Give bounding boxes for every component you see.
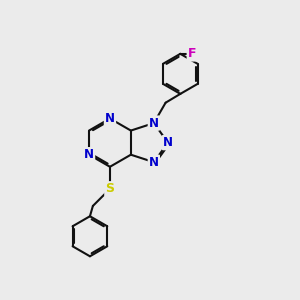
- Text: S: S: [106, 182, 115, 195]
- Text: N: N: [84, 148, 94, 161]
- Text: N: N: [163, 136, 173, 149]
- Text: N: N: [105, 112, 115, 125]
- Text: N: N: [149, 117, 159, 130]
- Text: N: N: [149, 156, 159, 169]
- Text: F: F: [188, 47, 197, 60]
